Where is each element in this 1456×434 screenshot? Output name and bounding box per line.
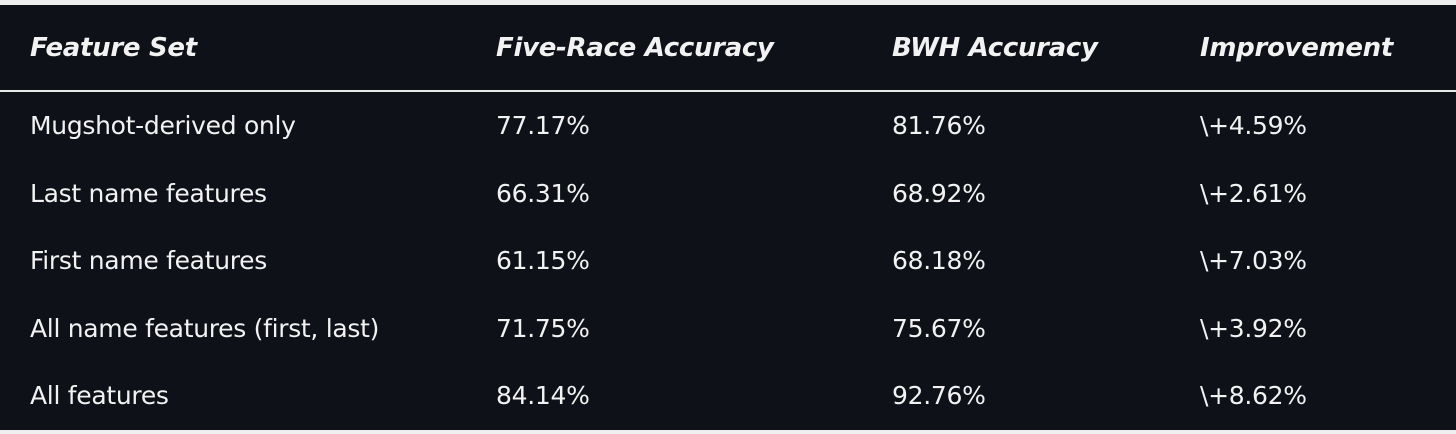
table-cell: First name features [30, 246, 267, 276]
table-cell: Last name features [30, 178, 267, 208]
header-cell: Five-Race Accuracy [496, 32, 774, 63]
table-cell: 92.76% [892, 381, 986, 411]
table-cell: 68.18% [892, 246, 986, 276]
table-cell: 68.92% [892, 178, 986, 208]
header-row: Feature Set Five-Race Accuracy BWH Accurac… [0, 5, 1456, 90]
table-row: All name features (first, last) 71.75% 75.… [0, 295, 1456, 363]
table-cell: 61.15% [496, 246, 590, 276]
table: Feature Set Five-Race Accuracy BWH Accurac… [0, 5, 1456, 430]
table-cell: All features [30, 381, 169, 411]
header-cell: Feature Set [30, 32, 197, 63]
table-row: First name features 61.15% 68.18% \+7.03% [0, 227, 1456, 295]
header-cell: Improvement [1200, 32, 1394, 63]
table-cell: \+4.59% [1200, 111, 1307, 141]
table-row: Mugshot-derived only 77.17% 81.76% \+4.59% [0, 92, 1456, 160]
table-row: Last name features 66.31% 68.92% \+2.61% [0, 160, 1456, 228]
table-cell: \+3.92% [1200, 313, 1307, 343]
table-cell: Mugshot-derived only [30, 111, 296, 141]
table-cell: 77.17% [496, 111, 590, 141]
table-cell: 71.75% [496, 313, 590, 343]
header-rule [0, 90, 1456, 92]
table-cell: \+8.62% [1200, 381, 1307, 411]
table-cell: 66.31% [496, 178, 590, 208]
table-cell: 81.76% [892, 111, 986, 141]
table-cell: \+7.03% [1200, 246, 1307, 276]
table-cell: \+2.61% [1200, 178, 1307, 208]
table-cell: 84.14% [496, 381, 590, 411]
table-cell: 75.67% [892, 313, 986, 343]
table-cell: All name features (first, last) [30, 313, 380, 343]
header-cell: BWH Accuracy [892, 32, 1098, 63]
table-row: All features 84.14% 92.76% \+8.62% [0, 362, 1456, 430]
